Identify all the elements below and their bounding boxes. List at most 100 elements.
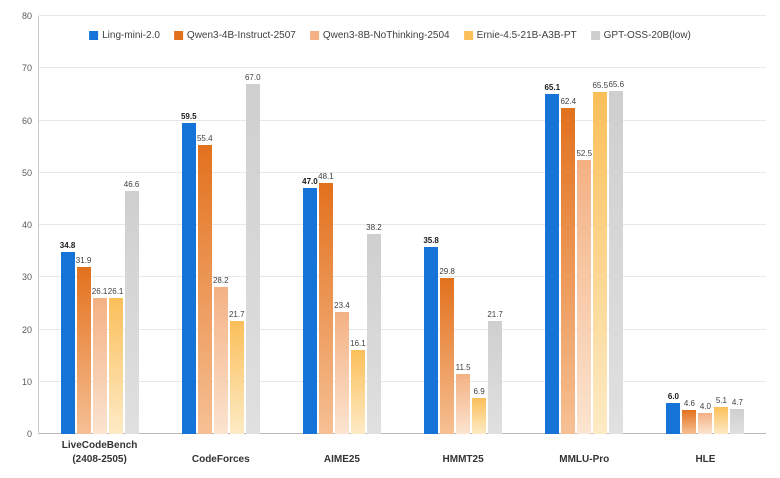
bar-column: 29.8 bbox=[439, 16, 455, 434]
bar-column: 47.0 bbox=[302, 16, 318, 434]
bar-column: 65.1 bbox=[544, 16, 561, 434]
bar-column: 21.7 bbox=[228, 16, 245, 434]
bar-column: 48.1 bbox=[318, 16, 334, 434]
legend-swatch-icon bbox=[463, 31, 473, 40]
category-group: 59.5 55.4 28.2 21.7 67.0 CodeForces bbox=[160, 16, 281, 465]
bar-value-label: 65.5 bbox=[592, 80, 609, 90]
legend-item: Ernie-4.5-21B-A3B-PT bbox=[463, 30, 577, 41]
x-axis-category-label: AIME25 bbox=[323, 453, 360, 465]
bar-value-label: 67.0 bbox=[244, 72, 261, 82]
bar bbox=[92, 297, 107, 434]
bar bbox=[350, 349, 365, 434]
bar-value-label: 31.9 bbox=[75, 256, 92, 266]
legend-swatch-icon bbox=[89, 31, 99, 40]
bar-value-label: 6.0 bbox=[667, 391, 679, 401]
bar-value-label: 16.1 bbox=[350, 338, 366, 348]
bar bbox=[60, 252, 75, 434]
bar-value-label: 4.7 bbox=[731, 398, 743, 408]
bar-column: 38.2 bbox=[366, 16, 382, 434]
bar-column: 6.0 bbox=[666, 16, 681, 434]
bar-value-label: 46.6 bbox=[123, 179, 140, 189]
category-group: 65.1 62.4 52.5 65.5 65.6 MMLU-Pro bbox=[524, 16, 645, 464]
bar bbox=[366, 234, 381, 434]
bar-column: 4.6 bbox=[682, 16, 697, 434]
bar-value-label: 21.7 bbox=[228, 309, 245, 319]
bar-column: 59.5 bbox=[181, 16, 197, 434]
bar bbox=[108, 297, 123, 434]
bar-value-label: 48.1 bbox=[318, 171, 334, 181]
bar-value-label: 6.9 bbox=[473, 386, 485, 396]
category-group: 35.8 29.8 11.5 6.9 21.7 HMMT25 bbox=[403, 16, 524, 465]
legend-label: Ernie-4.5-21B-A3B-PT bbox=[476, 30, 577, 41]
bar-value-label: 52.5 bbox=[576, 148, 593, 158]
gridline bbox=[39, 15, 766, 16]
bar bbox=[181, 123, 196, 434]
bar bbox=[424, 246, 439, 434]
bar-column: 11.5 bbox=[455, 16, 471, 434]
bar bbox=[124, 190, 139, 434]
bar-value-label: 28.2 bbox=[212, 275, 229, 285]
bar bbox=[245, 83, 260, 434]
legend-item: GPT-OSS-20B(low) bbox=[590, 30, 691, 41]
bar-column: 65.5 bbox=[592, 16, 609, 434]
legend-item: Qwen3-8B-NoThinking-2504 bbox=[309, 30, 450, 41]
y-axis-tick-label: 70 bbox=[21, 63, 32, 74]
bar-value-label: 21.7 bbox=[487, 309, 503, 319]
bar-column: 21.7 bbox=[487, 16, 503, 434]
bar-value-label: 62.4 bbox=[560, 96, 577, 106]
gridline bbox=[39, 67, 766, 69]
legend-swatch-icon bbox=[590, 31, 600, 40]
bar-value-label: 11.5 bbox=[455, 362, 471, 372]
bar-column: 23.4 bbox=[334, 16, 350, 434]
bar-value-label: 65.1 bbox=[544, 82, 561, 92]
y-axis-tick-label: 50 bbox=[21, 167, 32, 178]
bar-value-label: 23.4 bbox=[334, 300, 350, 310]
bar-value-label: 38.2 bbox=[366, 223, 382, 233]
x-axis-category-label: HLE bbox=[695, 453, 716, 465]
bar-value-label: 34.8 bbox=[59, 241, 76, 251]
bar bbox=[577, 159, 592, 434]
y-axis-tick-label: 80 bbox=[21, 11, 32, 21]
bar bbox=[666, 402, 681, 434]
bar-column: 46.6 bbox=[123, 16, 140, 434]
bar-groups: 34.8 31.9 26.1 26.1 46.6 LiveCodeBench (2408-… bbox=[39, 16, 766, 465]
legend-item: Ling-mini-2.0 bbox=[89, 30, 160, 41]
chart-legend: Ling-mini-2.0 Qwen3-4B-Instruct-2507 Qwen3… bbox=[89, 30, 691, 41]
category-group: 6.0 4.6 4.0 5.1 4.7 HLE bbox=[645, 16, 766, 465]
bar bbox=[609, 91, 624, 434]
legend-swatch-icon bbox=[309, 31, 319, 40]
bar-value-label: 4.0 bbox=[699, 402, 711, 412]
bar-column: 31.9 bbox=[75, 16, 92, 434]
category-group: 34.8 31.9 26.1 26.1 46.6 LiveCodeBench (2408-… bbox=[39, 16, 160, 465]
bar bbox=[197, 144, 212, 434]
gridline bbox=[39, 171, 766, 173]
bar-column: 26.1 bbox=[107, 16, 124, 434]
y-axis-tick-label: 0 bbox=[26, 429, 32, 439]
legend-label: Ling-mini-2.0 bbox=[102, 30, 160, 41]
x-axis-category-label: HMMT25 bbox=[442, 453, 484, 465]
bar-value-label: 26.1 bbox=[107, 286, 124, 296]
x-axis-category-label: CodeForces bbox=[191, 453, 250, 465]
bar-value-label: 26.1 bbox=[91, 286, 108, 296]
bar-value-label: 47.0 bbox=[302, 177, 318, 187]
legend-item: Qwen3-4B-Instruct-2507 bbox=[173, 30, 296, 41]
bar-value-label: 65.6 bbox=[608, 80, 625, 90]
bar-column: 55.4 bbox=[196, 16, 213, 434]
bar-value-label: 35.8 bbox=[423, 235, 439, 245]
bar-column: 52.5 bbox=[576, 16, 593, 434]
bar bbox=[561, 107, 576, 434]
bar bbox=[472, 397, 487, 434]
bar bbox=[545, 93, 560, 434]
legend-label: Qwen3-8B-NoThinking-2504 bbox=[322, 30, 450, 41]
bar-column: 5.1 bbox=[714, 16, 729, 434]
legend-label: GPT-OSS-20B(low) bbox=[603, 30, 691, 41]
bar-column: 16.1 bbox=[350, 16, 366, 434]
bar-column: 67.0 bbox=[244, 16, 261, 434]
y-axis-tick-label: 60 bbox=[21, 115, 32, 126]
bar-value-label: 55.4 bbox=[196, 133, 213, 143]
bar-column: 35.8 bbox=[423, 16, 439, 434]
bar bbox=[334, 311, 349, 434]
bar-value-label: 5.1 bbox=[715, 396, 727, 406]
y-axis-tick-label: 40 bbox=[21, 220, 32, 230]
